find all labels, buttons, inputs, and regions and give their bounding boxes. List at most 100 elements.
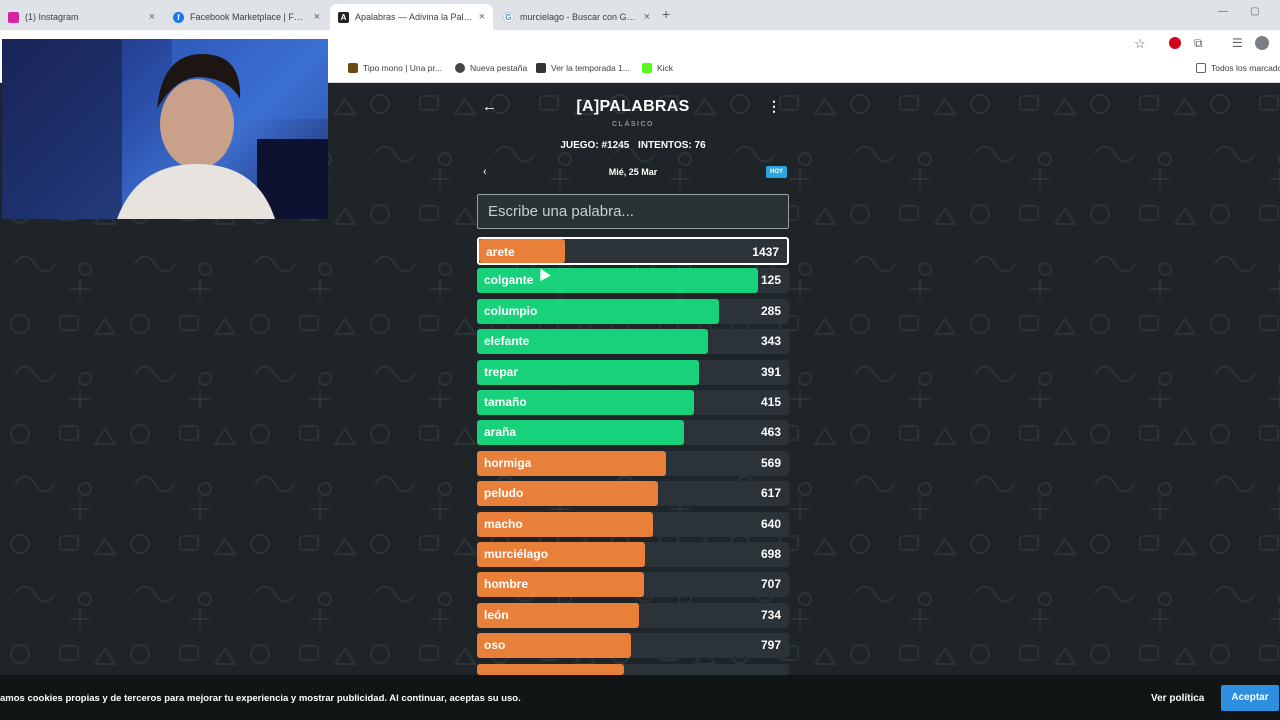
guess-word: araña [484, 425, 517, 440]
guess-rank: 707 [760, 577, 781, 592]
star-icon[interactable]: ☆ [1134, 36, 1146, 51]
bookmark-kick[interactable]: Kick [642, 63, 673, 73]
guess-rank: 640 [760, 516, 781, 531]
similarity-bar [477, 359, 699, 385]
similarity-bar [477, 329, 708, 355]
guess-row: araña 463 [477, 420, 789, 446]
cookie-banner: amos cookies propias y de terceros para … [0, 675, 1280, 720]
similarity-bar [477, 481, 658, 507]
guess-row: macho 640 [477, 511, 789, 537]
back-arrow-icon[interactable]: ← [482, 98, 497, 115]
guess-word: hombre [484, 577, 529, 592]
game-date: Mié, 25 Mar [608, 167, 658, 177]
privacy-policy-link[interactable]: Ver política [1151, 693, 1205, 704]
bookmark-nueva-pestana[interactable]: Nueva pestaña [455, 63, 527, 73]
current-guess-row: arete 1437 [477, 237, 789, 265]
similarity-bar [477, 633, 632, 659]
folder-icon [1196, 63, 1206, 73]
date-navigation: ‹ Mié, 25 Mar HOY [477, 166, 789, 180]
guess-row: columpio 285 [477, 298, 789, 324]
similarity-bar [477, 298, 719, 324]
similarity-bar [477, 542, 646, 567]
guess-word: elefante [484, 334, 530, 349]
tab-instagram[interactable]: (1) Instagram × [0, 4, 163, 30]
game-number: JUEGO: #1245 [560, 140, 630, 151]
word-input[interactable]: Escribe una palabra... [477, 194, 789, 229]
google-icon: G [503, 11, 514, 23]
accept-cookies-button[interactable]: Aceptar [1221, 685, 1279, 711]
all-bookmarks[interactable]: Todos los marcado [1196, 63, 1280, 73]
similarity-bar [477, 572, 644, 598]
bookmark-ver-temporada[interactable]: Ver la temporada 1... [536, 63, 630, 73]
more-options-icon[interactable]: ⋮ [767, 98, 781, 114]
guess-word: trepar [484, 364, 519, 379]
similarity-bar [479, 239, 566, 263]
guess-word: león [484, 607, 509, 622]
extensions-icon[interactable]: ⧉ [1194, 36, 1203, 50]
cookie-message: amos cookies propias y de terceros para … [0, 693, 521, 704]
guess-rank: 698 [760, 547, 781, 561]
guess-word: oso [484, 638, 506, 653]
guess-word: arete [486, 245, 515, 259]
guess-word: colgante [484, 273, 534, 288]
game-mode-label: CLÁSICO [612, 121, 654, 128]
opera-icon[interactable] [1169, 37, 1181, 49]
previous-day-icon[interactable]: ‹ [483, 166, 487, 178]
similarity-bar [477, 268, 758, 294]
instagram-icon [8, 11, 19, 23]
guess-word: hormiga [484, 455, 532, 470]
new-tab-icon[interactable]: + [662, 6, 671, 22]
similarity-bar [477, 663, 624, 675]
globe-icon [455, 63, 465, 73]
guess-word: macho [484, 516, 523, 531]
similarity-bar [477, 511, 654, 537]
similarity-bar [477, 602, 640, 628]
browser-tab-strip: (1) Instagram × f Facebook Marketplace |… [0, 0, 1280, 30]
guess-row: murciélago 698 [477, 542, 789, 567]
webcam-overlay [2, 39, 328, 219]
similarity-bar [477, 390, 694, 415]
guess-rank: 415 [760, 395, 781, 409]
guess-row: oso 797 [477, 633, 789, 659]
avatar[interactable] [1255, 36, 1269, 50]
guess-rank: 797 [760, 638, 781, 653]
guess-row: elefante 343 [477, 329, 789, 355]
close-icon[interactable]: × [148, 11, 155, 23]
tab-apalabras[interactable]: A Apalabras — Adivina la Palabra × [330, 4, 493, 30]
close-icon[interactable]: × [643, 11, 650, 23]
guess-row: león 734 [477, 602, 789, 628]
minimize-icon[interactable]: — [1218, 6, 1228, 17]
guess-word: murciélago [484, 547, 549, 561]
guess-rank: 285 [760, 303, 781, 318]
bookmark-tipo-mono[interactable]: Tipo mono | Una pr... [348, 63, 442, 73]
guess-rank: 343 [760, 334, 781, 349]
guess-rank: 1437 [752, 245, 779, 259]
guess-row [477, 663, 789, 675]
page-title: [A]PALABRAS [576, 98, 690, 115]
guess-row: hormiga 569 [477, 450, 789, 476]
close-icon[interactable]: × [313, 11, 320, 23]
tab-facebook-marketplace[interactable]: f Facebook Marketplace | Facebo × [165, 4, 328, 30]
media-icon[interactable]: ☰ [1232, 36, 1243, 50]
guess-row: peludo 617 [477, 481, 789, 507]
guess-row: trepar 391 [477, 359, 789, 385]
similarity-bar [477, 420, 685, 446]
apalabras-icon: A [338, 11, 349, 23]
tipo-mono-icon [348, 63, 358, 73]
webcam-person-image [2, 39, 328, 219]
guess-rank: 734 [760, 607, 781, 622]
guess-rank: 617 [760, 486, 781, 501]
close-icon[interactable]: × [478, 11, 485, 23]
guess-rank: 569 [760, 455, 781, 470]
tab-google-search[interactable]: G murcielago - Buscar con Google × [495, 4, 658, 30]
game-info: JUEGO: #1245 INTENTOS: 76 [477, 140, 789, 151]
guess-row: hombre 707 [477, 572, 789, 598]
today-badge[interactable]: HOY [765, 166, 787, 178]
kick-icon [642, 63, 652, 73]
facebook-icon: f [173, 11, 184, 23]
guess-rank: 391 [760, 364, 781, 379]
play-icon [536, 63, 546, 73]
maximize-icon[interactable]: ▢ [1250, 6, 1260, 17]
similarity-bar [477, 450, 666, 476]
attempts-count: INTENTOS: 76 [638, 140, 706, 151]
